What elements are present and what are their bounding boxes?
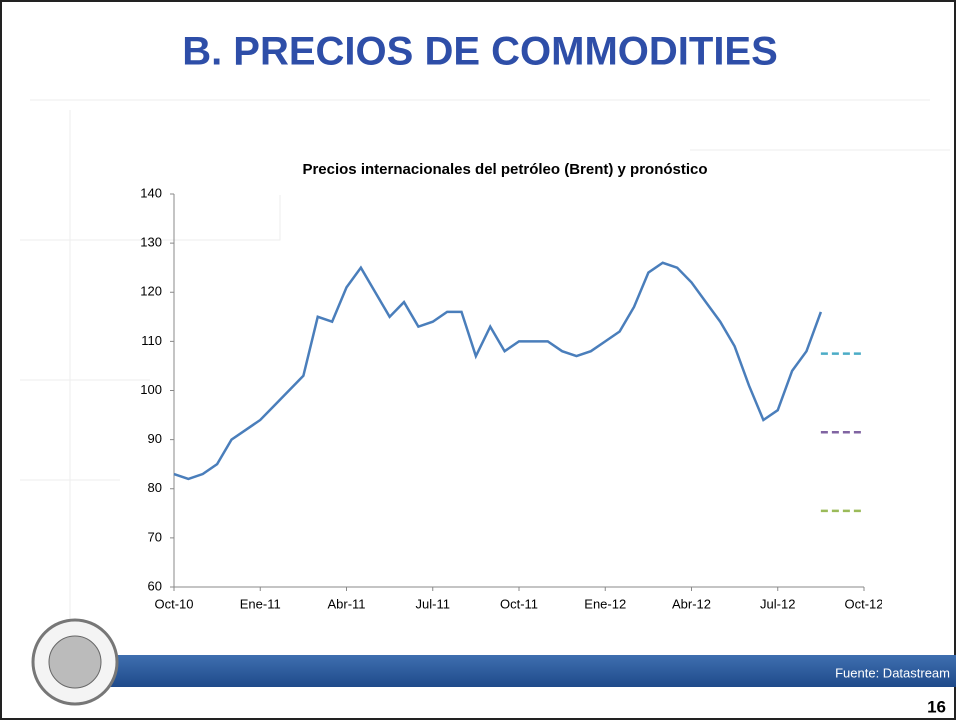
y-tick-label: 100 [140,382,162,397]
background-lines [20,99,950,650]
source: Fuente: Datastream [835,665,950,680]
y-tick-label: 90 [148,431,162,446]
chart-title: Precios internacionales del petróleo (Br… [302,161,707,178]
x-tick-label: Oct-10 [154,596,193,611]
x-tick-label: Abr-11 [327,596,365,611]
y-tick-label: 60 [148,578,162,593]
y-tick-label: 80 [148,480,162,495]
x-tick-label: Oct-12 [844,596,883,611]
logo-emblem [48,635,102,689]
x-tick-label: Jul-12 [760,596,795,611]
x-tick-label: Oct-11 [500,596,538,611]
footer-band [40,655,956,687]
x-tick-label: Abr-12 [672,596,711,611]
y-tick-label: 120 [140,284,162,299]
x-tick-label: Ene-12 [584,596,626,611]
price-line [173,261,823,481]
y-tick-label: 110 [141,333,162,348]
slide-title: B. PRECIOS DE COMMODITIES [182,30,778,74]
y-tick-label: 140 [140,185,162,200]
x-tick-label: Jul-11 [416,596,450,611]
y-tick-label: 70 [148,529,162,544]
x-tick-label: Ene-11 [240,596,281,611]
y-tick-label: 130 [140,235,162,250]
page-number: 16 [927,697,946,716]
